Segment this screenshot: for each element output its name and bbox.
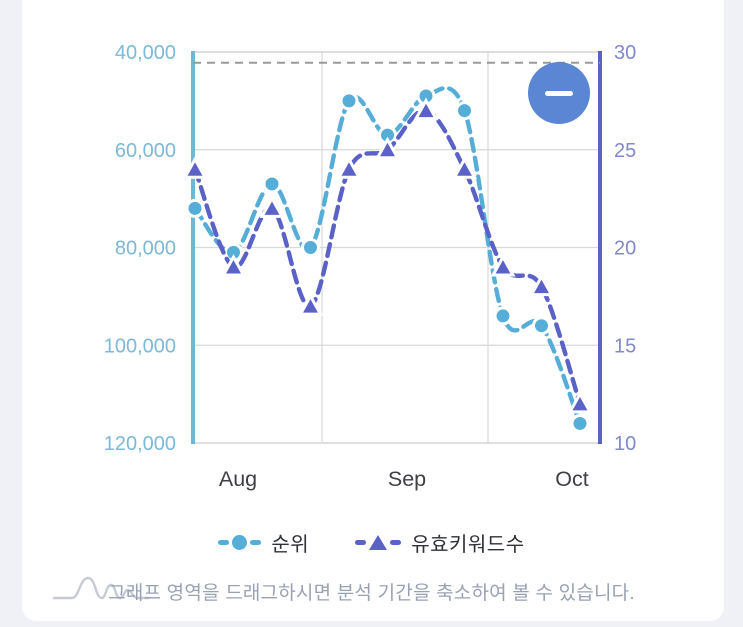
rank-data-point[interactable] — [532, 316, 551, 336]
keywords-data-point[interactable] — [182, 156, 208, 179]
rank-data-point[interactable] — [301, 238, 320, 257]
drag-hint-text: 그래프 영역을 드래그하시면 분석 기간을 축소하여 볼 수 있습니다. — [108, 583, 635, 604]
right-axis-tick-label: 25 — [614, 140, 636, 162]
chart-area: 40,000 30 60,000 25 80,000 20 100,000 15 120,000… — [104, 42, 637, 491]
left-axis-tick-label: 40,000 — [115, 42, 176, 64]
legend-item-keywords[interactable]: 유효키워드수 — [355, 528, 524, 557]
keywords-data-point[interactable] — [528, 273, 555, 297]
rank-trend-chart: 40,000 30 60,000 25 80,000 20 100,000 15 120,000… — [104, 42, 637, 491]
left-axis-tick-label: 60,000 — [115, 140, 176, 162]
keywords-data-point[interactable] — [220, 253, 247, 277]
keywords-data-point[interactable] — [259, 195, 285, 218]
keywords-data-point[interactable] — [451, 156, 478, 179]
keywords-data-point[interactable] — [413, 97, 439, 121]
keywords-data-point[interactable] — [336, 156, 362, 179]
right-axis-tick-label: 15 — [614, 335, 636, 357]
rank-data-point[interactable] — [455, 101, 474, 121]
footer-hint: 그래프 영역을 드래그하시면 분석 기간을 축소하여 볼 수 있습니다. — [0, 570, 743, 610]
keywords-data-point[interactable] — [490, 253, 516, 277]
zoom-out-button[interactable] — [528, 62, 590, 124]
right-axis-tick-label: 20 — [614, 238, 636, 260]
rank-data-point[interactable] — [262, 174, 282, 194]
keyword-series-marker-icon — [355, 535, 402, 550]
chart-card — [22, 0, 724, 621]
legend: 순위 유효키워드수 — [0, 528, 743, 557]
x-axis-month-label: Aug — [219, 467, 257, 491]
rank-data-point[interactable] — [570, 413, 590, 433]
x-axis-month-label: Oct — [555, 467, 588, 491]
minus-icon — [545, 90, 573, 96]
rank-series-marker-icon — [218, 535, 262, 550]
rank-data-point[interactable] — [339, 91, 359, 111]
left-axis-tick-label: 120,000 — [104, 433, 176, 455]
legend-item-rank[interactable]: 순위 — [218, 528, 309, 557]
keywords-data-point[interactable] — [374, 136, 401, 160]
legend-label-keywords: 유효키워드수 — [411, 534, 525, 556]
keywords-data-point[interactable] — [297, 293, 324, 316]
keywords-data-point[interactable] — [567, 390, 593, 414]
left-axis-tick-label: 100,000 — [104, 335, 176, 357]
x-axis-month-label: Sep — [388, 467, 426, 491]
legend-label-rank: 순위 — [271, 534, 310, 556]
rank-data-point[interactable] — [185, 198, 205, 218]
right-axis-tick-label: 30 — [614, 42, 636, 64]
right-axis-tick-label: 10 — [614, 433, 636, 455]
rank-data-point[interactable] — [493, 306, 513, 326]
sparkline-icon — [52, 576, 151, 600]
left-axis-tick-label: 80,000 — [115, 238, 176, 260]
